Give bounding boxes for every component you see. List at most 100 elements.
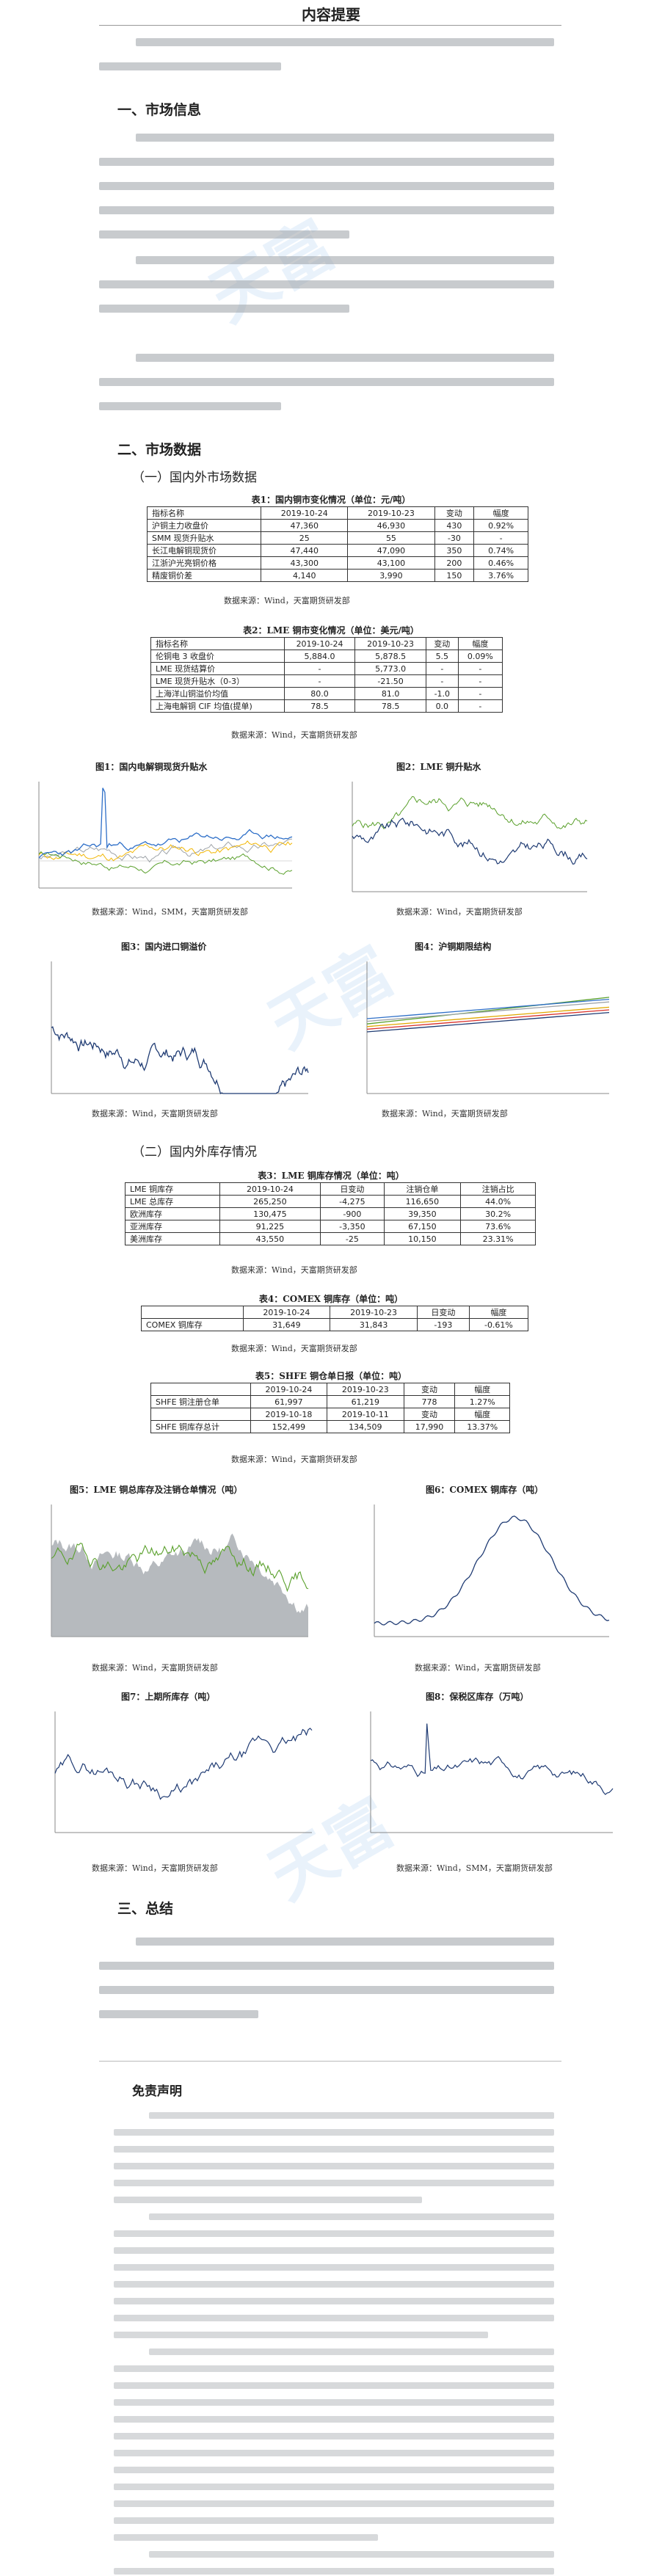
table-cell: - <box>457 687 503 700</box>
table1-row: 沪铜主力收盘价 47,360 46,930 430 0.92% <box>146 519 528 532</box>
table-cell: 3,990 <box>347 569 435 582</box>
table2-row: LME 现货结算价 -5,773.0- - <box>150 662 503 675</box>
series-yangshan-premium <box>51 1026 309 1094</box>
table-cell: 指标名称 <box>150 637 285 650</box>
table-cell: 注销仓单 <box>383 1182 462 1196</box>
table-cell: SHFE 铜库存总计 <box>150 1420 251 1433</box>
table-cell: - <box>425 662 459 675</box>
table-cell: 61,997 <box>250 1395 328 1408</box>
table-cell: 61,219 <box>327 1395 404 1408</box>
fig5-caption: 图5：LME 铜总库存及注销仓单情况（吨） <box>70 1485 243 1495</box>
table3-source: 数据来源：Wind，天富期货研发部 <box>231 1265 357 1275</box>
table-cell: 2019-10-24 <box>283 637 356 650</box>
section-heading-summary: 三、总结 <box>117 1901 174 1917</box>
table-cell: 5,773.0 <box>354 662 426 675</box>
table5-row: SHFE 铜库存总计 152,499 134,509 17,990 13.37% <box>150 1420 510 1433</box>
table5-caption: 表5：SHFE 铜仓单日报（单位：吨） <box>255 1371 407 1381</box>
table-cell: -21.50 <box>354 674 426 688</box>
fig3-chart <box>51 961 309 1094</box>
area-lme-total-inventory <box>51 1533 308 1637</box>
series-shfe-inventory <box>54 1728 313 1800</box>
table1-header-row: 指标名称 2019-10-24 2019-10-23 变动 幅度 <box>146 506 528 520</box>
market-info-item-1 <box>99 134 554 255</box>
fig3-source: 数据来源：Wind，天富期货研发部 <box>92 1109 218 1118</box>
table-cell: 47,090 <box>347 544 435 557</box>
table-cell: 78.5 <box>354 699 426 713</box>
table-cell: - <box>283 662 356 675</box>
disclaimer-body <box>114 2112 554 2576</box>
fig1-chart <box>38 782 293 889</box>
table-cell: 4,140 <box>261 569 349 582</box>
table-cell: 55 <box>347 531 435 545</box>
table2: 指标名称 2019-10-24 2019-10-23 变动 幅度 伦铜电 3 收盘价 5,8… <box>150 637 503 713</box>
table-cell: SMM 现货升贴水 <box>146 531 262 545</box>
series-term-structure <box>366 998 610 1019</box>
series-2017 <box>38 840 293 862</box>
summary-paragraph <box>99 38 554 87</box>
table-cell: 上海电解铜 CIF 均值(提单) <box>150 699 285 713</box>
table-cell: 幅度 <box>454 1408 510 1421</box>
table-cell: 指标名称 <box>146 506 262 520</box>
series-term-structure <box>366 1009 610 1030</box>
table-cell: 0.92% <box>473 519 528 532</box>
table-cell: 0.46% <box>473 556 528 570</box>
table-cell: - <box>457 674 503 688</box>
table4-row: COMEX 铜库存 31,649 31,843 -193 -0.61% <box>141 1318 529 1331</box>
table-cell: 美洲库存 <box>125 1232 220 1245</box>
table1-row: 精废铜价差 4,140 3,990 150 3.76% <box>146 569 528 582</box>
table-cell: LME 铜库存 <box>125 1182 220 1196</box>
table-cell: 5.5 <box>425 650 459 663</box>
table-cell: 47,360 <box>261 519 349 532</box>
fig7-chart <box>54 1711 313 1833</box>
table3-row: LME 总库存 265,250 -4,275 116,650 44.0% <box>125 1195 536 1208</box>
section-heading-market-info: 一、市场信息 <box>117 102 202 118</box>
table4-header-row: 2019-10-24 2019-10-23 日变动 幅度 <box>141 1306 529 1319</box>
table-cell: 73.6% <box>460 1220 536 1233</box>
table2-source: 数据来源：Wind，天富期货研发部 <box>231 730 357 740</box>
page-title: 内容提要 <box>302 6 360 23</box>
table-cell: 变动 <box>403 1383 456 1396</box>
table2-caption: 表2：LME 铜市变化情况（单位：美元/吨） <box>243 625 419 636</box>
fig4-caption: 图4：沪铜期限结构 <box>415 942 492 952</box>
table-cell: LME 现货升贴水（0-3） <box>150 674 285 688</box>
table-cell: 2019-10-11 <box>327 1408 404 1421</box>
table-cell: 江浙沪光亮铜价格 <box>146 556 262 570</box>
table-cell: 30.2% <box>460 1207 536 1220</box>
fig4-source: 数据来源：Wind，天富期货研发部 <box>382 1109 508 1118</box>
table-cell: 幅度 <box>454 1383 510 1396</box>
table-cell: 0.74% <box>473 544 528 557</box>
table-cell: -4,275 <box>320 1195 385 1208</box>
table-cell: LME 现货结算价 <box>150 662 285 675</box>
table-cell: 变动 <box>403 1408 456 1421</box>
fig1-caption: 图1：国内电解铜现货升贴水 <box>95 762 208 772</box>
table-cell: SHFE 铜注册仓单 <box>150 1395 251 1408</box>
table-cell: 67,150 <box>383 1220 462 1233</box>
market-info-item-3 <box>99 354 554 426</box>
fig4-chart <box>366 961 610 1094</box>
table-cell: -0.61% <box>468 1318 529 1331</box>
table5-header-row: 2019-10-18 2019-10-11 变动 幅度 <box>150 1408 510 1421</box>
series-term-structure <box>366 1006 610 1027</box>
table-cell: 46,930 <box>347 519 435 532</box>
table-cell: 2019-10-23 <box>354 637 426 650</box>
table5-source: 数据来源：Wind，天富期货研发部 <box>231 1455 357 1464</box>
fig5-source: 数据来源：Wind，天富期货研发部 <box>92 1663 218 1673</box>
fig6-source: 数据来源：Wind，天富期货研发部 <box>415 1663 541 1673</box>
title-divider <box>99 25 561 26</box>
table-cell: 欧洲库存 <box>125 1207 220 1220</box>
fig3-caption: 图3：国内进口铜溢价 <box>121 942 207 952</box>
table-cell: 2019-10-23 <box>347 506 435 520</box>
fig6-caption: 图6：COMEX 铜库存（吨） <box>426 1485 544 1495</box>
table-cell: 精废铜价差 <box>146 569 262 582</box>
table-cell: LME 总库存 <box>125 1195 220 1208</box>
series-term-structure <box>366 997 610 1025</box>
table2-header-row: 指标名称 2019-10-24 2019-10-23 变动 幅度 <box>150 637 503 650</box>
table-cell: 39,350 <box>383 1207 462 1220</box>
table-cell: 31,649 <box>242 1318 331 1331</box>
table-cell: 2019-10-23 <box>330 1306 418 1319</box>
table-cell <box>150 1383 251 1396</box>
table-cell: 43,300 <box>261 556 349 570</box>
disclaimer-divider <box>99 2061 561 2062</box>
table-cell: 3.76% <box>473 569 528 582</box>
table-cell: 80.0 <box>283 687 356 700</box>
